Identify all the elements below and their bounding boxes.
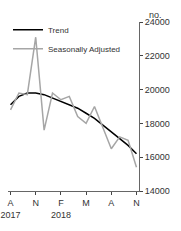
svg-text:22000: 22000	[145, 51, 170, 61]
svg-text:A: A	[108, 198, 114, 208]
svg-text:Seasonally Adjusted: Seasonally Adjusted	[48, 45, 120, 54]
svg-text:14000: 14000	[145, 186, 170, 196]
svg-text:16000: 16000	[145, 152, 170, 162]
svg-text:A2017: A2017	[1, 198, 21, 220]
svg-text:20000: 20000	[145, 85, 170, 95]
svg-text:M: M	[82, 198, 90, 208]
svg-text:no.: no.	[149, 10, 162, 20]
svg-text:F2018: F2018	[51, 198, 71, 220]
svg-text:18000: 18000	[145, 119, 170, 129]
svg-text:24000: 24000	[145, 17, 170, 27]
svg-text:Trend: Trend	[48, 26, 69, 35]
svg-text:N: N	[133, 198, 140, 208]
svg-text:N: N	[32, 198, 39, 208]
